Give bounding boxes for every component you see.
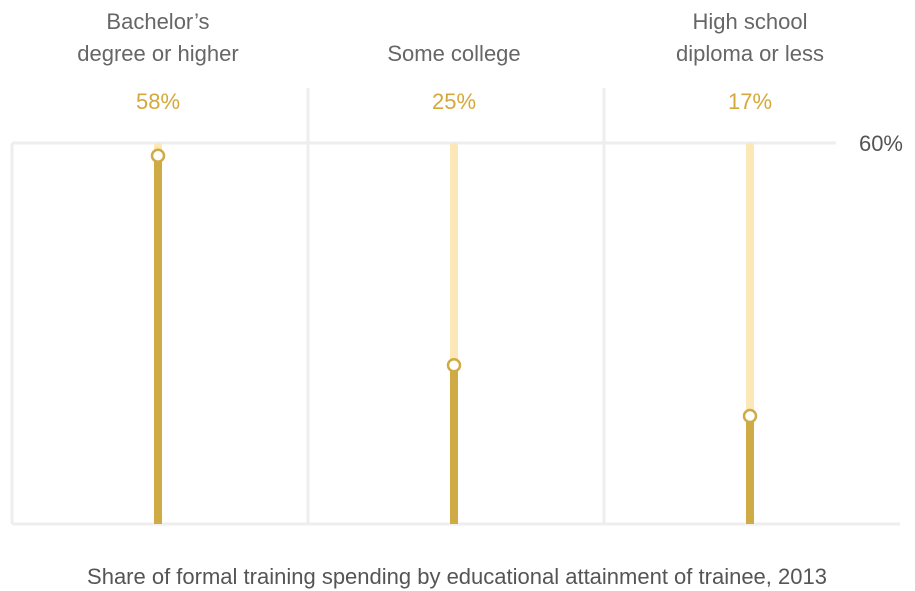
value-label: 25% (432, 89, 476, 114)
dot (742, 408, 758, 424)
caption: Share of formal training spending by edu… (87, 564, 827, 589)
category-label: Bachelor’s degree or higher (77, 9, 239, 66)
category-label: High school diploma or less (676, 9, 824, 66)
category-label: Some college (387, 41, 521, 66)
value-label: 58% (136, 89, 180, 114)
dot (446, 358, 462, 373)
y-tick-label: 60% (859, 131, 903, 156)
dot (150, 148, 166, 163)
value-label: 17% (728, 89, 772, 114)
